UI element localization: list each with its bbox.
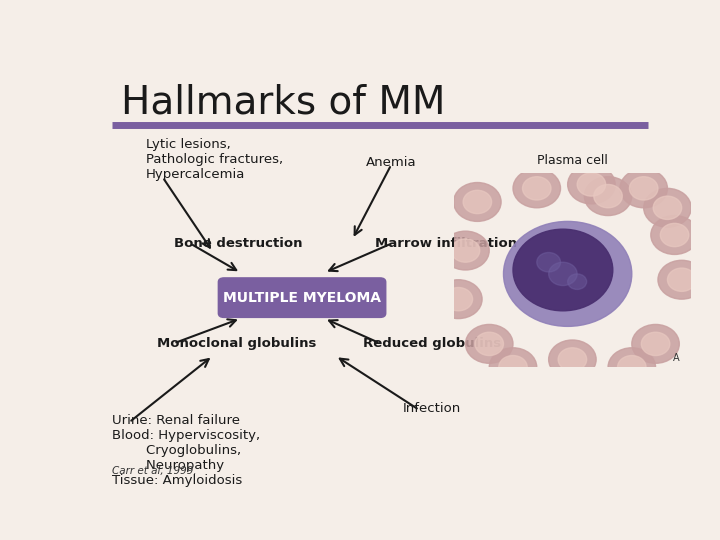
Circle shape xyxy=(558,348,587,371)
Text: Infection: Infection xyxy=(402,402,461,415)
Circle shape xyxy=(632,325,679,363)
Text: Monoclonal globulins: Monoclonal globulins xyxy=(157,337,316,350)
Text: Urine: Renal failure
Blood: Hyperviscosity,
        Cryoglobulins,
        Neuro: Urine: Renal failure Blood: Hyperviscosi… xyxy=(112,414,261,487)
Text: A: A xyxy=(672,353,679,363)
Circle shape xyxy=(513,169,560,208)
Circle shape xyxy=(549,262,577,286)
Circle shape xyxy=(503,221,632,326)
Circle shape xyxy=(577,173,606,196)
Circle shape xyxy=(490,348,537,387)
Text: Carr et al, 1999.: Carr et al, 1999. xyxy=(112,467,197,476)
Circle shape xyxy=(475,332,503,355)
Circle shape xyxy=(642,332,670,355)
Text: Reduced globulins: Reduced globulins xyxy=(364,337,502,350)
Circle shape xyxy=(537,253,560,272)
Circle shape xyxy=(513,229,613,311)
Circle shape xyxy=(644,188,691,227)
FancyBboxPatch shape xyxy=(218,278,386,318)
Circle shape xyxy=(567,165,615,204)
Circle shape xyxy=(667,268,696,292)
Text: Hallmarks of MM: Hallmarks of MM xyxy=(121,84,445,122)
Text: Marrow infiltration: Marrow infiltration xyxy=(374,237,517,250)
Circle shape xyxy=(523,177,551,200)
Circle shape xyxy=(442,231,490,270)
Text: Anemia: Anemia xyxy=(366,156,417,168)
Circle shape xyxy=(629,177,658,200)
Circle shape xyxy=(463,190,492,214)
Circle shape xyxy=(499,355,527,379)
Circle shape xyxy=(620,169,667,208)
Circle shape xyxy=(444,287,472,311)
Circle shape xyxy=(660,224,689,247)
Circle shape xyxy=(658,260,706,299)
Circle shape xyxy=(466,325,513,363)
Text: MULTIPLE MYELOMA: MULTIPLE MYELOMA xyxy=(223,291,381,305)
Circle shape xyxy=(454,183,501,221)
Circle shape xyxy=(653,196,682,219)
Text: Lytic lesions,
Pathologic fractures,
Hypercalcemia: Lytic lesions, Pathologic fractures, Hyp… xyxy=(145,138,283,181)
Circle shape xyxy=(608,348,655,387)
Circle shape xyxy=(435,280,482,319)
Circle shape xyxy=(594,185,622,208)
Text: Bone destruction: Bone destruction xyxy=(174,237,302,250)
Circle shape xyxy=(618,355,646,379)
Circle shape xyxy=(549,340,596,379)
Text: Plasma cell: Plasma cell xyxy=(537,154,608,167)
Circle shape xyxy=(567,274,587,289)
Circle shape xyxy=(451,239,480,262)
Circle shape xyxy=(585,177,632,215)
Circle shape xyxy=(651,215,698,254)
